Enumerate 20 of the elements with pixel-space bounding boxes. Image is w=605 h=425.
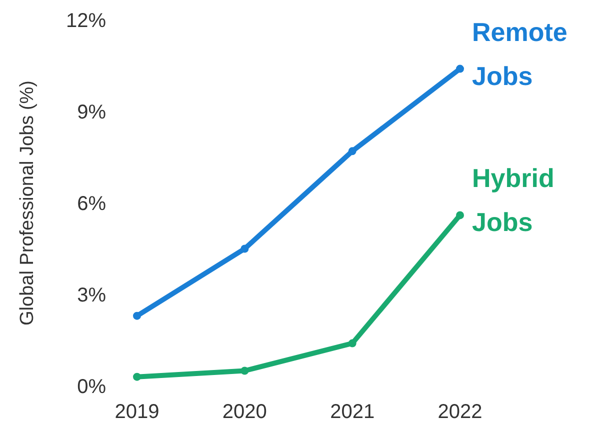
y-tick-label: 6%: [77, 193, 106, 215]
y-tick-label: 12%: [66, 10, 106, 32]
x-tick-label: 2020: [222, 401, 267, 423]
point: [133, 312, 141, 320]
y-tick-label: 9%: [77, 102, 106, 124]
y-tick-label: 0%: [77, 376, 106, 398]
x-tick-label: 2019: [114, 401, 160, 423]
point: [348, 339, 356, 348]
y-tick-label: 3%: [77, 284, 106, 306]
point: [348, 147, 356, 156]
point: [456, 211, 464, 220]
point: [456, 64, 464, 73]
series-label: Remote Jobs: [472, 16, 568, 91]
x-tick-label: 2021: [330, 401, 375, 423]
x-tick-label: 2022: [438, 401, 482, 423]
point: [240, 244, 249, 253]
point: [133, 372, 141, 381]
point: [240, 366, 249, 375]
series-label: Hybrid Jobs: [472, 163, 554, 238]
y-axis-title: Global Professional Jobs (%): [17, 80, 38, 326]
